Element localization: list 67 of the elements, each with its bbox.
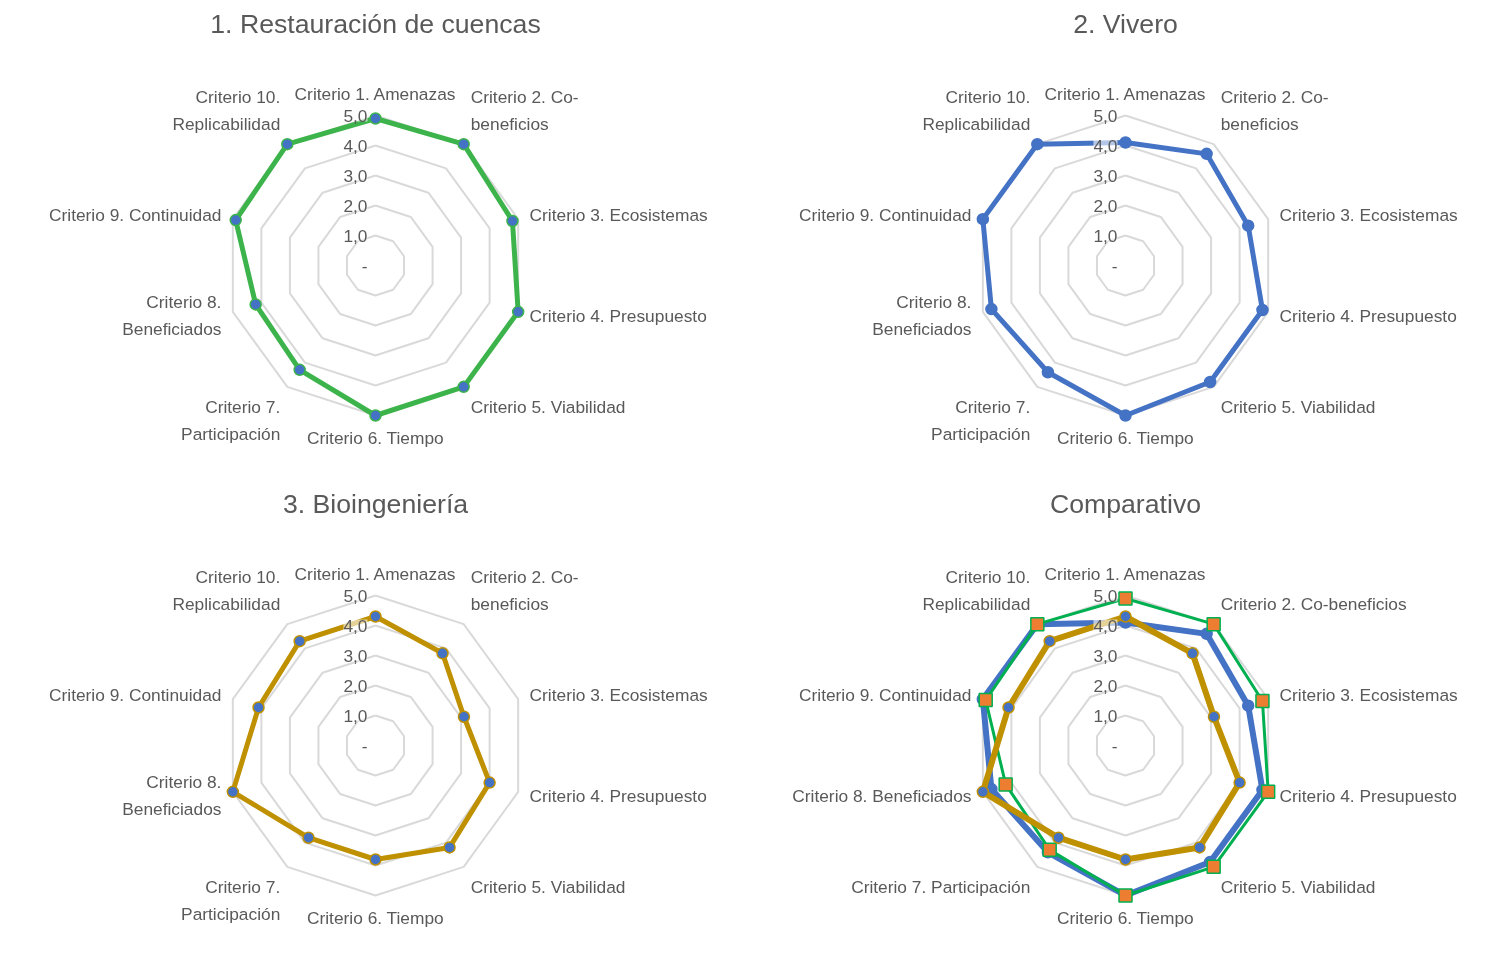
spoke-label: Criterio 2. Co-beneficios xyxy=(1220,594,1407,615)
spoke-label: Criterio 3. Ecosistemas xyxy=(529,685,709,706)
spoke-label: Criterio 10. Replicabilidad xyxy=(172,567,281,615)
spoke-label: Criterio 7. Participación xyxy=(181,396,281,444)
spoke-label: Criterio 6. Tiempo xyxy=(1056,427,1194,448)
spoke-label: Criterio 8. Beneficiados xyxy=(122,292,222,340)
spoke-label: Criterio 7. Participación xyxy=(181,876,281,924)
spoke-label: Criterio 3. Ecosistemas xyxy=(1279,685,1459,706)
spoke-label: Criterio 10. Replicabilidad xyxy=(922,567,1031,615)
spoke-label: Criterio 9. Continuidad xyxy=(799,205,972,226)
y-tick-label: 2,0 xyxy=(343,195,368,216)
spoke-label: Criterio 7. Participación xyxy=(931,396,1031,444)
spoke-label: Criterio 1. Amenazas xyxy=(294,563,456,584)
y-tick-label: 2,0 xyxy=(1093,195,1118,216)
spoke-label: Criterio 6. Tiempo xyxy=(306,427,444,448)
spoke-label: Criterio 5. Viabilidad xyxy=(470,396,626,417)
y-tick-label: 1,0 xyxy=(1093,225,1118,246)
spoke-label: Criterio 3. Ecosistemas xyxy=(529,205,709,226)
y-tick-label: 4,0 xyxy=(1093,615,1118,636)
spoke-label: Criterio 1. Amenazas xyxy=(1044,563,1206,584)
chart-title: 1. Restauración de cuencas xyxy=(210,8,541,39)
y-tick-label: - xyxy=(1111,255,1118,276)
y-tick-label: 1,0 xyxy=(343,225,368,246)
spoke-label: Criterio 9. Continuidad xyxy=(49,205,222,226)
spoke-label: Criterio 1. Amenazas xyxy=(1044,83,1206,104)
y-tick-label: 5,0 xyxy=(1093,585,1118,606)
spoke-label: Criterio 8. Beneficiados xyxy=(792,785,972,806)
spoke-label: Criterio 5. Viabilidad xyxy=(1220,396,1376,417)
spoke-label: Criterio 10. Replicabilidad xyxy=(172,87,281,135)
spoke-label: Criterio 2. Co- beneficios xyxy=(1220,87,1329,135)
spoke-label: Criterio 7. Participación xyxy=(851,876,1031,897)
spoke-label: Criterio 4. Presupuesto xyxy=(529,305,707,326)
spoke-label: Criterio 1. Amenazas xyxy=(294,83,456,104)
y-tick-label: 4,0 xyxy=(343,135,368,156)
y-tick-label: 5,0 xyxy=(343,585,368,606)
spoke-label: Criterio 4. Presupuesto xyxy=(1279,305,1457,326)
chart-title: Comparativo xyxy=(1049,488,1202,519)
y-tick-label: 1,0 xyxy=(343,705,368,726)
spoke-label: Criterio 8. Beneficiados xyxy=(872,292,972,340)
y-tick-label: 5,0 xyxy=(1093,105,1118,126)
chart-title: 3. Bioingeniería xyxy=(282,488,469,519)
spoke-label: Criterio 9. Continuidad xyxy=(49,685,222,706)
spoke-label: Criterio 9. Continuidad xyxy=(799,685,972,706)
y-tick-label: 5,0 xyxy=(343,105,368,126)
y-tick-label: 3,0 xyxy=(343,645,368,666)
chart-title: 2. Vivero xyxy=(1073,8,1178,39)
spoke-label: Criterio 6. Tiempo xyxy=(1056,907,1194,928)
spoke-label: Criterio 4. Presupuesto xyxy=(1279,785,1457,806)
y-tick-label: 3,0 xyxy=(1093,165,1118,186)
spoke-label: Criterio 5. Viabilidad xyxy=(1220,876,1376,897)
y-tick-label: 3,0 xyxy=(1093,645,1118,666)
spoke-label: Criterio 3. Ecosistemas xyxy=(1279,205,1459,226)
y-tick-label: 1,0 xyxy=(1093,705,1118,726)
spoke-label: Criterio 2. Co- beneficios xyxy=(470,567,579,615)
spoke-label: Criterio 10. Replicabilidad xyxy=(922,87,1031,135)
spoke-label: Criterio 8. Beneficiados xyxy=(122,772,222,820)
y-tick-label: 3,0 xyxy=(343,165,368,186)
y-tick-label: 2,0 xyxy=(343,675,368,696)
spoke-label: Criterio 6. Tiempo xyxy=(306,907,444,928)
y-tick-label: 2,0 xyxy=(1093,675,1118,696)
spoke-label: Criterio 5. Viabilidad xyxy=(470,876,626,897)
y-tick-label: 4,0 xyxy=(1093,135,1118,156)
y-tick-label: - xyxy=(361,255,368,276)
spoke-label: Criterio 2. Co- beneficios xyxy=(470,87,579,135)
y-tick-label: - xyxy=(1111,735,1118,756)
y-tick-label: - xyxy=(361,735,368,756)
spoke-label: Criterio 4. Presupuesto xyxy=(529,785,707,806)
